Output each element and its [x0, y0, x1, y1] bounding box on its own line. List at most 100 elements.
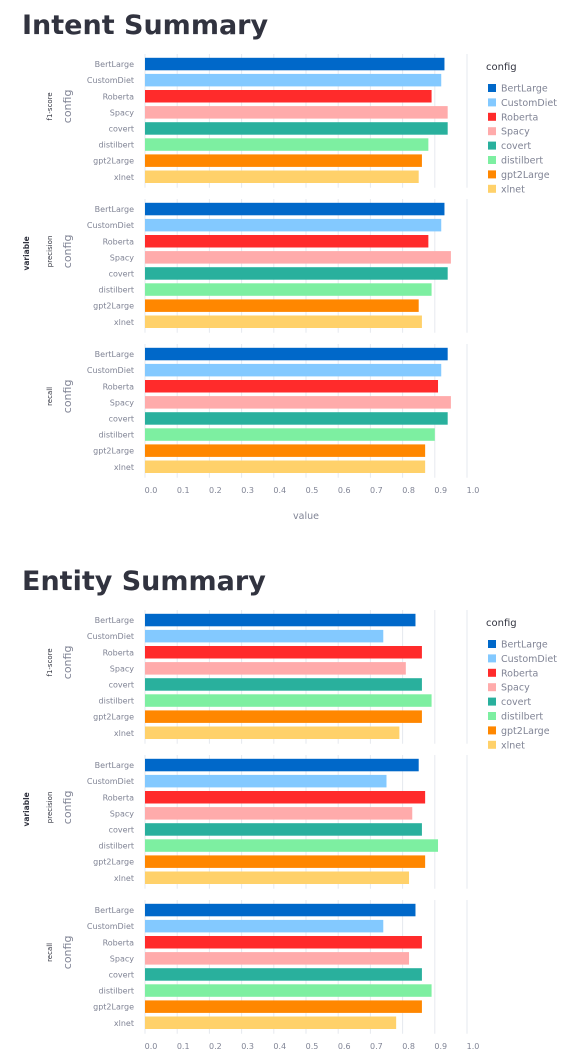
bar-precision-xlnet [145, 871, 410, 884]
category-label: distilbert [99, 987, 134, 996]
legend-item-label: Roberta [501, 668, 538, 679]
category-label: Spacy [110, 398, 134, 407]
legend-swatch [488, 726, 496, 735]
bar-precision-BertLarge [145, 202, 445, 216]
legend-item-label: covert [501, 141, 531, 152]
facet-label: f1-score [46, 92, 54, 120]
facet-label: recall [46, 943, 54, 962]
category-label: gpt2Large [93, 713, 134, 722]
legend-item-label: gpt2Large [501, 170, 550, 181]
legend-swatch [488, 127, 496, 136]
bar-recall-Spacy [145, 952, 410, 965]
facet-precision: precision config BertLarge CustomDiet Robert… [46, 758, 439, 884]
category-label: gpt2Large [93, 858, 134, 867]
bar-recall-Roberta [145, 936, 422, 949]
bar-recall-BertLarge [145, 903, 416, 917]
x-axis-title: value [293, 511, 319, 522]
category-label: Roberta [103, 237, 135, 246]
x-tick-label: 0.3 [241, 1042, 254, 1051]
category-label: CustomDiet [87, 221, 134, 230]
bar-precision-covert [145, 823, 422, 836]
legend-swatch [488, 668, 496, 677]
bar-recall-gpt2Large [145, 1000, 422, 1013]
legend-item-label: Roberta [501, 112, 538, 123]
x-tick-label: 0.8 [402, 486, 415, 495]
legend-swatch [488, 170, 496, 179]
legend-item-label: distilbert [501, 156, 543, 167]
x-tick-label: 1.0 [467, 1042, 480, 1051]
category-label: covert [109, 825, 134, 834]
x-tick-label: 0.9 [434, 486, 447, 495]
category-label: Spacy [110, 954, 134, 963]
row-axis-label: config [61, 646, 74, 680]
category-label: xlnet [114, 173, 134, 182]
bar-recall-BertLarge [145, 347, 448, 361]
category-label: gpt2Large [93, 447, 134, 456]
category-label: xlnet [114, 1019, 134, 1028]
category-label: covert [109, 680, 134, 689]
category-label: BertLarge [95, 616, 134, 625]
legend-swatch [488, 697, 496, 706]
x-axis: 0.0 0.1 0.2 0.3 0.4 0.5 0.6 0.7 0.8 0.9 1.0 value [145, 486, 480, 522]
category-label: BertLarge [95, 906, 134, 915]
bar-f1-score-covert [145, 678, 422, 691]
facet-label: f1-score [46, 648, 54, 676]
category-label: covert [109, 124, 134, 133]
bar-precision-Roberta [145, 235, 429, 248]
bar-f1-score-Spacy [145, 106, 448, 119]
x-tick-label: 0.2 [209, 1042, 222, 1051]
bar-precision-covert [145, 267, 448, 280]
facet-recall: recall config BertLarge CustomDiet Roberta Sp… [46, 347, 451, 473]
category-label: distilbert [99, 697, 134, 706]
legend-swatch [488, 712, 496, 720]
bar-recall-Roberta [145, 380, 439, 393]
category-label: CustomDiet [87, 366, 134, 375]
bar-recall-xlnet [145, 1016, 397, 1029]
legend: config BertLarge CustomDiet Roberta Spacy cov… [486, 62, 557, 195]
facet-f1-score: f1-score config BertLarge CustomDiet Roberta… [46, 613, 432, 739]
bar-f1-score-Spacy [145, 662, 406, 675]
category-label: CustomDiet [87, 632, 134, 641]
category-label: gpt2Large [93, 157, 134, 166]
category-label: Roberta [103, 793, 135, 802]
x-tick-label: 0.4 [273, 486, 286, 495]
category-label: gpt2Large [93, 302, 134, 311]
category-label: xlnet [114, 729, 134, 738]
bar-precision-Spacy [145, 251, 451, 264]
category-label: BertLarge [95, 761, 134, 770]
bar-f1-score-Roberta [145, 90, 432, 103]
bar-precision-Roberta [145, 791, 426, 804]
bar-recall-distilbert [145, 428, 435, 441]
bar-precision-BertLarge [145, 758, 419, 772]
bar-recall-gpt2Large [145, 444, 426, 457]
x-tick-label: 0.1 [177, 486, 190, 495]
legend-title: config [486, 618, 517, 629]
x-tick-label: 0.5 [306, 1042, 319, 1051]
legend-item-label: CustomDiet [501, 98, 557, 109]
x-tick-label: 0.2 [209, 486, 222, 495]
facet-recall: recall config BertLarge CustomDiet Roberta Sp… [46, 903, 432, 1029]
category-label: CustomDiet [87, 922, 134, 931]
category-label: xlnet [114, 463, 134, 472]
legend-item-label: Spacy [501, 683, 530, 694]
legend-swatch [488, 740, 496, 749]
bar-precision-CustomDiet [145, 218, 442, 232]
category-label: Roberta [103, 382, 135, 391]
category-label: Spacy [110, 664, 134, 673]
bar-precision-distilbert [145, 839, 439, 852]
legend-swatch [488, 141, 496, 150]
entity-summary-chart: variable f1-score config BertLarge CustomDie… [22, 610, 557, 1051]
category-label: covert [109, 269, 134, 278]
x-tick-label: 0.5 [306, 486, 319, 495]
legend-swatch [488, 98, 496, 107]
x-tick-label: 1.0 [467, 486, 480, 495]
x-tick-label: 0.1 [177, 1042, 190, 1051]
category-label: Roberta [103, 938, 135, 947]
bar-recall-distilbert [145, 984, 432, 997]
x-tick-label: 0.6 [338, 1042, 351, 1051]
legend-item-label: xlnet [501, 184, 525, 195]
row-axis-label: config [61, 235, 74, 269]
legend-item-label: covert [501, 697, 531, 708]
facet-group-label: variable [22, 236, 31, 270]
legend-swatch [488, 156, 496, 164]
